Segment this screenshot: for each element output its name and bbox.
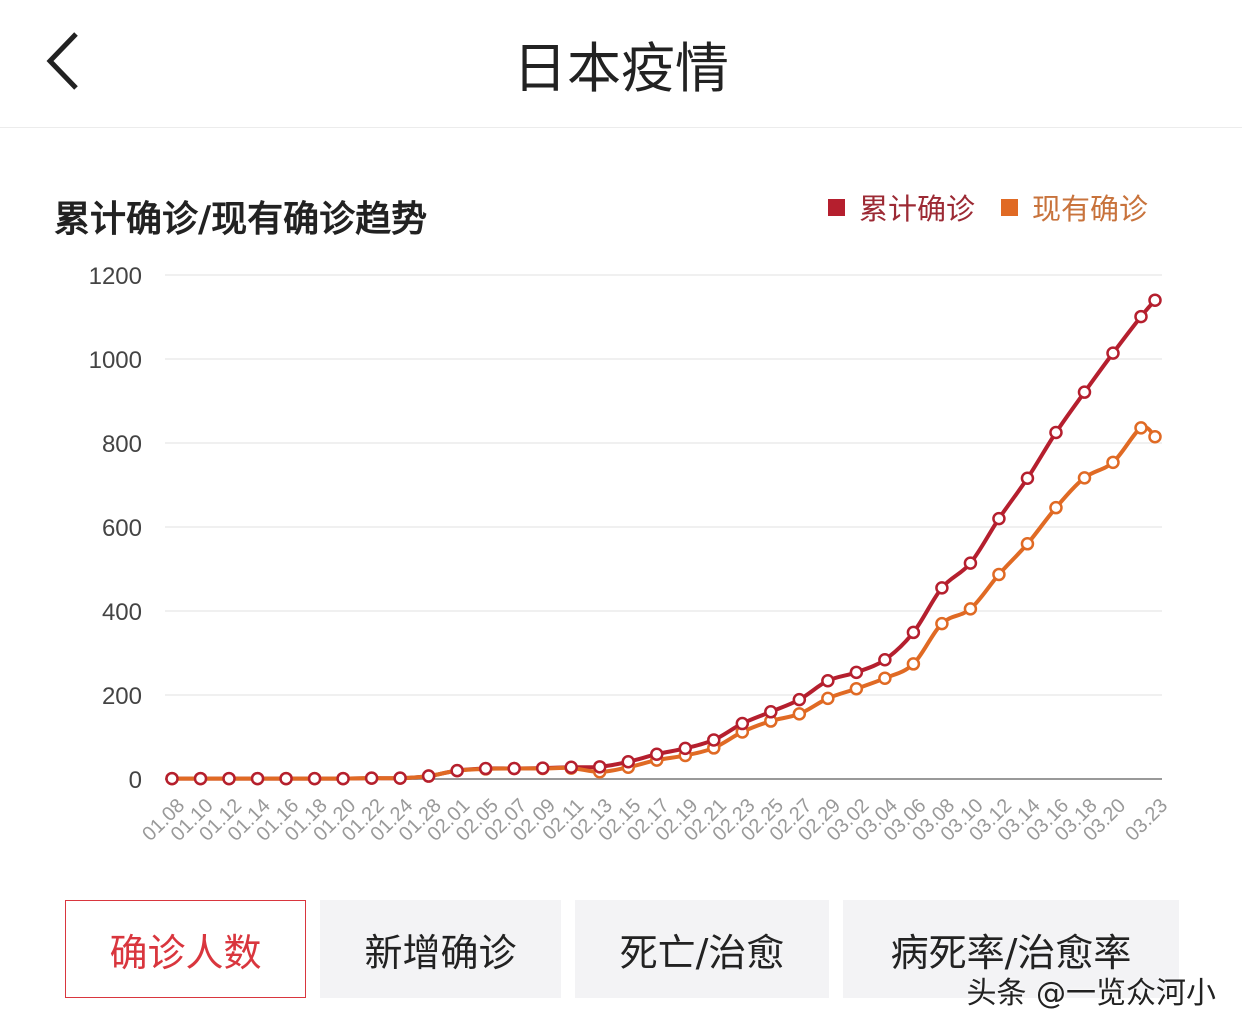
data-point <box>935 581 949 595</box>
data-point <box>735 716 750 731</box>
data-point <box>935 616 949 631</box>
x-tick-label: 03.23 <box>1121 795 1172 846</box>
data-point <box>621 755 635 769</box>
chart-type-tabs: 确诊人数 新增确诊 死亡/治愈 病死率/治愈率 <box>65 900 1179 998</box>
data-point <box>393 771 407 785</box>
tab-confirmed[interactable]: 确诊人数 <box>65 900 306 998</box>
data-point <box>1134 309 1148 324</box>
data-point <box>906 657 921 671</box>
data-point <box>1077 471 1092 485</box>
data-point <box>707 733 721 747</box>
line-chart: 02004006008001000120001.0801.1001.1201.1… <box>89 263 1173 846</box>
data-point <box>450 763 464 778</box>
data-point <box>878 652 892 667</box>
data-point <box>963 556 978 570</box>
data-point <box>1077 385 1092 399</box>
data-point <box>1106 455 1120 470</box>
data-point <box>535 761 550 775</box>
series-line-active <box>172 424 1157 781</box>
tab-deaths-recovered[interactable]: 死亡/治愈 <box>575 900 829 998</box>
legend-item-active[interactable]: 现有确诊 <box>1000 186 1148 228</box>
data-point <box>1020 537 1035 551</box>
y-tick-label: 1200 <box>89 263 142 290</box>
header: 日本疫情 <box>0 0 1242 128</box>
data-point <box>963 602 978 616</box>
y-tick-label: 400 <box>102 599 142 626</box>
data-point <box>336 771 350 786</box>
data-point <box>992 567 1006 582</box>
back-chevron-icon[interactable] <box>40 28 90 94</box>
data-point <box>1148 429 1162 444</box>
data-point <box>507 761 521 776</box>
legend: 累计确诊 现有确诊 <box>827 186 1148 228</box>
y-tick-label: 200 <box>102 683 142 710</box>
data-point <box>165 771 179 786</box>
data-point <box>1049 500 1063 515</box>
legend-swatch <box>827 198 845 216</box>
data-point <box>650 747 664 761</box>
data-point <box>764 705 778 719</box>
data-point <box>222 771 236 786</box>
data-point <box>992 511 1006 526</box>
data-point <box>878 671 892 685</box>
data-point <box>678 741 693 756</box>
data-point <box>821 691 835 706</box>
legend-label: 累计确诊 <box>858 192 975 226</box>
page-title: 日本疫情 <box>513 37 729 100</box>
data-point <box>792 692 807 707</box>
data-point <box>478 761 493 776</box>
data-point <box>1106 346 1120 360</box>
data-point <box>193 771 208 786</box>
data-point <box>364 771 379 785</box>
data-point <box>792 707 807 721</box>
data-point <box>1020 471 1035 486</box>
legend-swatch <box>1000 198 1018 216</box>
y-tick-label: 0 <box>129 767 142 794</box>
data-point <box>849 681 864 696</box>
tab-new-confirmed[interactable]: 新增确诊 <box>320 900 561 998</box>
data-point <box>564 760 578 774</box>
tab-rates[interactable]: 病死率/治愈率 <box>843 900 1179 998</box>
data-point <box>307 771 322 786</box>
legend-label: 现有确诊 <box>1031 192 1148 226</box>
watermark: 头条 @一览众河小 <box>966 976 1216 1011</box>
series-line-cumulative <box>172 298 1157 781</box>
legend-item-cumulative[interactable]: 累计确诊 <box>827 186 975 228</box>
data-point <box>906 625 921 640</box>
data-point <box>849 665 864 680</box>
data-point <box>592 760 607 774</box>
y-tick-label: 800 <box>102 431 142 458</box>
data-point <box>1148 293 1162 307</box>
data-point <box>1134 421 1148 435</box>
y-tick-label: 600 <box>102 515 142 542</box>
data-point <box>250 771 265 786</box>
data-point <box>279 771 293 786</box>
data-point <box>421 769 436 783</box>
data-point <box>1049 425 1063 440</box>
y-tick-label: 1000 <box>89 347 142 374</box>
data-point <box>821 673 835 688</box>
chart-title: 累计确诊/现有确诊趋势 <box>54 199 428 240</box>
